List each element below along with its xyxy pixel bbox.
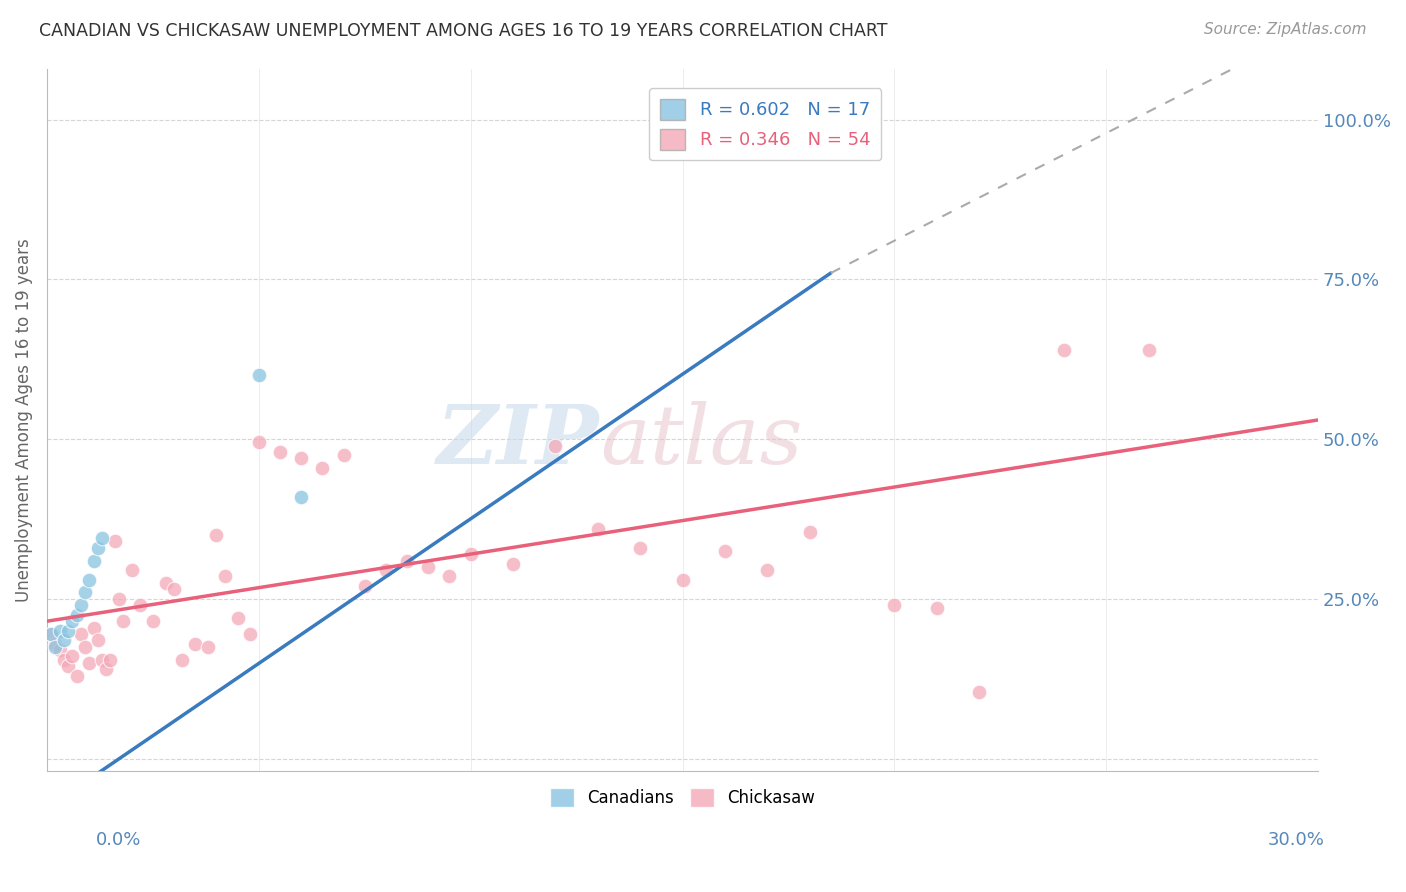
- Point: [544, 438, 567, 452]
- Point: [83, 553, 105, 567]
- Point: [73, 640, 96, 654]
- Point: [69, 627, 91, 641]
- Point: [883, 599, 905, 613]
- Point: [155, 575, 177, 590]
- Point: [925, 601, 948, 615]
- Point: [247, 435, 270, 450]
- Point: [52, 652, 75, 666]
- Point: [48, 624, 70, 638]
- Point: [108, 591, 131, 606]
- Point: [83, 621, 105, 635]
- Point: [77, 656, 100, 670]
- Point: [197, 640, 219, 654]
- Text: CANADIAN VS CHICKASAW UNEMPLOYMENT AMONG AGES 16 TO 19 YEARS CORRELATION CHART: CANADIAN VS CHICKASAW UNEMPLOYMENT AMONG…: [39, 22, 887, 40]
- Point: [56, 624, 79, 638]
- Text: 30.0%: 30.0%: [1268, 831, 1324, 849]
- Point: [184, 637, 207, 651]
- Point: [112, 614, 135, 628]
- Point: [353, 579, 375, 593]
- Point: [121, 563, 143, 577]
- Point: [628, 541, 651, 555]
- Point: [87, 541, 110, 555]
- Point: [799, 524, 821, 539]
- Point: [39, 627, 62, 641]
- Point: [60, 649, 83, 664]
- Point: [39, 627, 62, 641]
- Point: [56, 659, 79, 673]
- Point: [269, 445, 291, 459]
- Point: [65, 668, 87, 682]
- Y-axis label: Unemployment Among Ages 16 to 19 years: Unemployment Among Ages 16 to 19 years: [15, 238, 32, 602]
- Point: [87, 633, 110, 648]
- Point: [73, 585, 96, 599]
- Point: [214, 569, 236, 583]
- Point: [502, 557, 524, 571]
- Point: [226, 611, 249, 625]
- Point: [60, 614, 83, 628]
- Point: [104, 534, 127, 549]
- Point: [311, 461, 333, 475]
- Point: [163, 582, 186, 597]
- Point: [44, 640, 66, 654]
- Point: [142, 614, 165, 628]
- Point: [460, 547, 482, 561]
- Text: Source: ZipAtlas.com: Source: ZipAtlas.com: [1204, 22, 1367, 37]
- Point: [290, 451, 312, 466]
- Point: [418, 560, 440, 574]
- Point: [239, 627, 262, 641]
- Point: [586, 522, 609, 536]
- Point: [48, 643, 70, 657]
- Point: [290, 490, 312, 504]
- Point: [96, 662, 118, 676]
- Point: [1137, 343, 1160, 357]
- Point: [735, 132, 758, 146]
- Point: [205, 528, 228, 542]
- Legend: Canadians, Chickasaw: Canadians, Chickasaw: [541, 780, 823, 816]
- Point: [172, 652, 194, 666]
- Point: [52, 633, 75, 648]
- Text: 0.0%: 0.0%: [96, 831, 141, 849]
- Point: [77, 573, 100, 587]
- Point: [129, 599, 152, 613]
- Text: ZIP: ZIP: [437, 401, 600, 481]
- Point: [91, 531, 114, 545]
- Point: [756, 563, 779, 577]
- Point: [1053, 343, 1076, 357]
- Point: [100, 652, 122, 666]
- Point: [44, 637, 66, 651]
- Text: atlas: atlas: [600, 401, 803, 481]
- Point: [396, 553, 419, 567]
- Point: [967, 684, 990, 698]
- Point: [671, 573, 693, 587]
- Point: [439, 569, 461, 583]
- Point: [91, 652, 114, 666]
- Point: [714, 544, 737, 558]
- Point: [692, 132, 714, 146]
- Point: [69, 599, 91, 613]
- Point: [65, 607, 87, 622]
- Point: [332, 448, 354, 462]
- Point: [374, 563, 396, 577]
- Point: [247, 368, 270, 383]
